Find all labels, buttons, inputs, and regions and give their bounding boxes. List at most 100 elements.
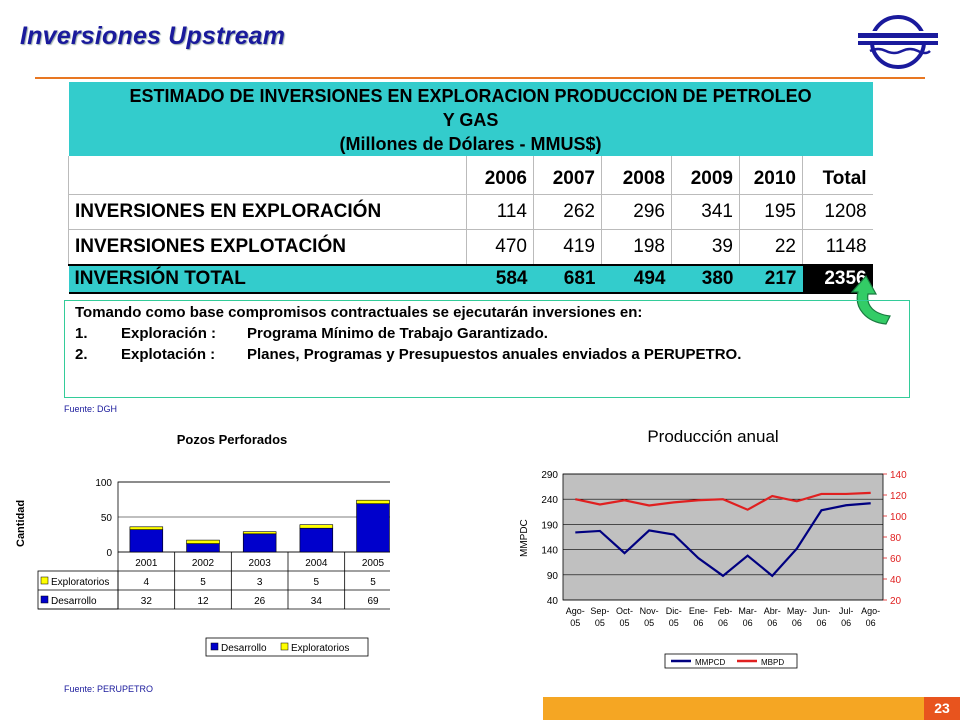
x-tick-label: 2003 [249,558,272,569]
data-label: 4 [144,577,150,588]
bar [356,499,390,504]
cell: 470 [466,229,534,266]
x-tick-label: Nov-05 [640,606,659,628]
cell: 22 [739,229,803,266]
note-item-key: Exploración : [121,325,217,342]
cell: 262 [533,194,602,230]
cell: 114 [466,194,534,230]
page-number: 23 [924,697,960,720]
bar [186,543,220,553]
y2-tick-label: 40 [890,575,902,586]
grand-total-cell: 2356 [802,264,873,294]
x-tick-label: Jun-06 [813,606,831,628]
bar [242,531,277,535]
note-item-number: 1. [75,325,88,342]
total-row: INVERSIÓN TOTAL 584 681 494 380 217 2356 [68,264,873,294]
x-tick-label: May-06 [787,606,807,628]
table-header-row: 2006 2007 2008 2009 2010 Total [68,164,873,195]
legend-swatch [210,642,219,651]
note-item-number: 2. [75,346,88,363]
y-tick-label: 90 [547,571,559,582]
cell: 681 [533,264,602,294]
x-tick-label: Abr-06 [764,606,781,628]
y2-tick-label: 120 [890,491,907,502]
cell: 39 [671,229,740,266]
legend-label: MBPD [761,658,784,667]
x-tick-label: Ago-06 [861,606,880,628]
y-tick-label: 50 [101,513,113,524]
legend-label: Exploratorios [51,577,109,588]
series-line-mmpcd [575,502,871,578]
note-box: Tomando como base compromisos contractua… [64,300,910,398]
x-tick-label: Dic-05 [666,606,682,628]
data-label: 5 [314,577,320,588]
investment-table: ESTIMADO DE INVERSIONES EN EXPLORACION P… [68,82,873,294]
y-tick-label: 100 [95,478,112,489]
x-tick-label: Jul-06 [839,606,854,628]
legend-swatch [40,576,49,585]
y-tick-label: 290 [541,470,558,481]
legend-box [664,653,798,669]
cell: 584 [466,264,534,294]
bar [356,503,390,553]
legend-label: Desarrollo [51,596,97,607]
col-header: 2008 [601,164,672,195]
total-label: INVERSIÓN TOTAL [68,264,467,294]
cell: 341 [671,194,740,230]
cell: 380 [671,264,740,294]
production-chart: Producción anual 40 90 140 190 240 290 20 40 60 80… [519,427,907,669]
title-divider [35,77,925,79]
col-header: 2006 [466,164,534,195]
legend-swatch [40,595,49,604]
source-perupetro: Fuente: PERUPETRO [64,684,154,694]
row-label: INVERSIONES EN EXPLORACIÓN [68,194,467,230]
col-header: 2010 [739,164,803,195]
x-tick-label: 2005 [362,558,385,569]
cell: 419 [533,229,602,266]
col-header: 2007 [533,164,602,195]
legend-swatch [280,642,289,651]
x-tick-label: 2001 [135,558,158,569]
y2-tick-label: 60 [890,554,902,565]
cell: 296 [601,194,672,230]
cell: 494 [601,264,672,294]
note-item-text: Planes, Programas y Presupuestos anuales… [247,346,742,363]
x-tick-label: Mar-06 [738,606,757,628]
note-intro: Tomando como base compromisos contractua… [75,304,643,321]
x-tick-label: 2004 [305,558,328,569]
bar [129,526,164,530]
data-label: 12 [197,596,209,607]
table-row: INVERSIONES EN EXPLORACIÓN 114 262 296 3… [68,194,873,230]
note-item-text: Programa Mínimo de Trabajo Garantizado. [247,325,548,342]
x-tick-label: Ene-06 [689,606,708,628]
bar [299,527,334,553]
cell: 217 [739,264,803,294]
cell: 1148 [801,229,873,266]
x-tick-label: Sep-05 [590,606,609,628]
data-label: 5 [200,577,206,588]
y-tick-label: 240 [541,495,558,506]
page-title: Inversiones Upstream [20,22,286,50]
y-tick-label: 0 [106,548,112,559]
y-tick-label: 140 [541,546,558,557]
data-label: 34 [311,596,323,607]
y2-tick-label: 80 [890,533,902,544]
note-item-key: Explotación : [121,346,216,363]
y2-tick-label: 20 [890,596,902,607]
data-label: 3 [257,577,263,588]
note-item: 1. Exploración : Programa Mínimo de Trab… [75,325,899,342]
table-title-line-3: (Millones de Dólares - MMUS$) [68,132,873,156]
cell: 195 [739,194,803,230]
footer-bar [543,697,924,720]
bar [242,533,277,553]
bar [299,524,334,529]
data-label: 32 [141,596,153,607]
source-dgh: Fuente: DGH [64,404,118,414]
table-title-line-2: Y GAS [68,108,873,132]
y2-tick-label: 100 [890,512,907,523]
row-label: INVERSIONES EXPLOTACIÓN [68,229,467,266]
x-tick-label: Ago-05 [566,606,585,628]
legend-label: MMPCD [695,658,725,667]
bar [129,529,164,553]
y-tick-label: 40 [547,596,559,607]
